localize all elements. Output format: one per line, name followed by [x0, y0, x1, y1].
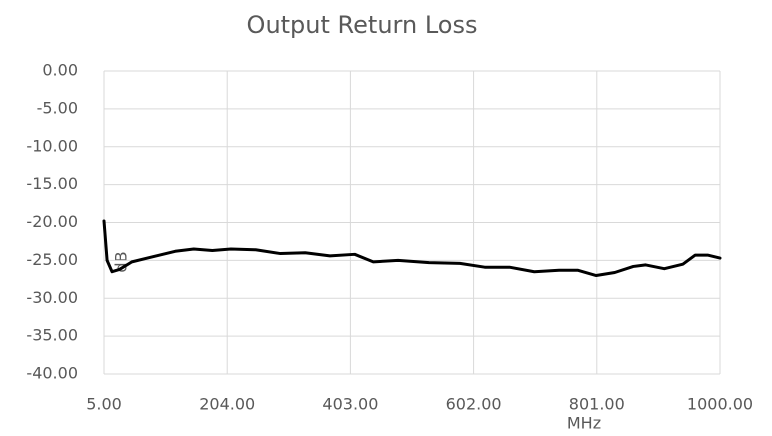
y-tick-label: -10.00	[26, 136, 78, 155]
x-tick-label: 1000.00	[687, 395, 753, 414]
plot	[102, 219, 722, 278]
x-tick-label: 403.00	[322, 395, 378, 414]
y-tick-label: -30.00	[26, 288, 78, 307]
y-tick-label: -5.00	[37, 98, 78, 117]
y-tick-label: -20.00	[26, 212, 78, 231]
x-tick-label: 801.00	[569, 395, 625, 414]
y-tick-label: -40.00	[26, 364, 78, 383]
y-tick-label: -15.00	[26, 174, 78, 193]
x-tick-label: 5.00	[86, 395, 122, 414]
chart-title: Output Return Loss	[247, 11, 478, 39]
y-tick-label: -35.00	[26, 326, 78, 345]
y-tick-label: 0.00	[42, 61, 78, 80]
x-axis-title: MHz	[567, 414, 601, 433]
y-tick-label: -25.00	[26, 250, 78, 269]
x-tick-label: 204.00	[199, 395, 255, 414]
line-series	[102, 219, 722, 278]
x-tick-label: 602.00	[446, 395, 502, 414]
